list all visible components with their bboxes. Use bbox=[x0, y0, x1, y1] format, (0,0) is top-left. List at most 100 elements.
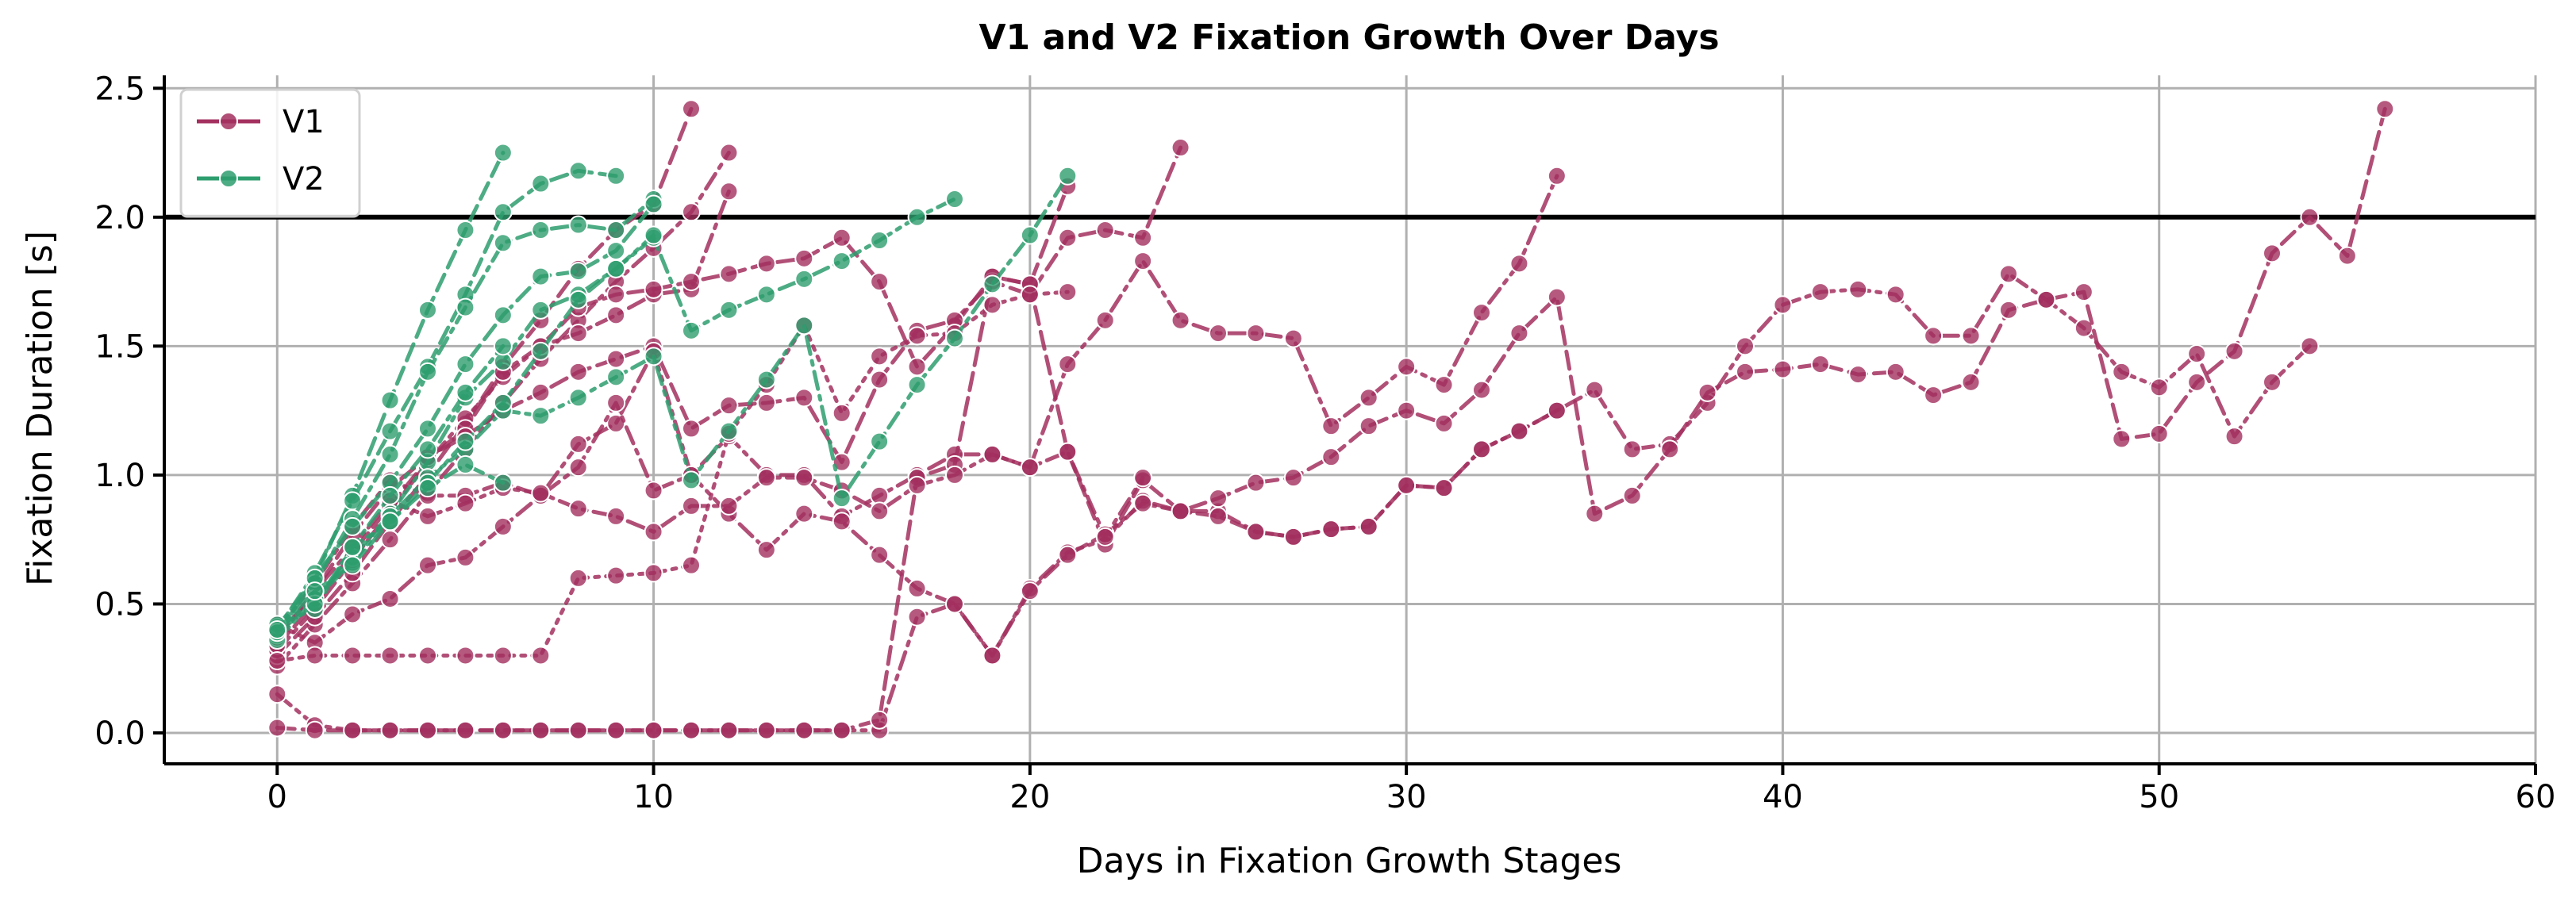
data-point bbox=[380, 530, 400, 550]
data-point bbox=[343, 516, 363, 536]
data-point bbox=[606, 305, 626, 325]
data-point bbox=[343, 555, 363, 575]
legend-entry-v2: V2 bbox=[197, 161, 325, 198]
data-point bbox=[2112, 362, 2132, 382]
data-point bbox=[1472, 380, 1491, 400]
data-point bbox=[531, 646, 551, 665]
data-point bbox=[2149, 378, 2169, 397]
data-point bbox=[832, 720, 852, 740]
data-point bbox=[493, 202, 513, 222]
data-point bbox=[644, 279, 663, 299]
data-point bbox=[1622, 439, 1642, 459]
data-point bbox=[719, 143, 739, 163]
x-tick-label: 30 bbox=[1386, 779, 1427, 815]
data-point bbox=[606, 166, 626, 186]
data-point bbox=[832, 403, 852, 423]
data-point bbox=[1133, 228, 1153, 247]
series-layer bbox=[267, 99, 2395, 740]
data-point bbox=[945, 465, 964, 485]
data-point bbox=[756, 285, 776, 305]
data-point bbox=[2300, 336, 2320, 356]
data-point bbox=[644, 720, 663, 740]
data-point bbox=[1321, 416, 1341, 436]
data-point bbox=[1924, 326, 1944, 346]
data-point bbox=[305, 720, 325, 740]
data-point bbox=[832, 251, 852, 271]
data-point bbox=[418, 478, 437, 498]
data-point bbox=[1133, 251, 1153, 271]
series-line bbox=[275, 168, 618, 632]
data-point bbox=[756, 540, 776, 560]
data-point bbox=[606, 285, 626, 305]
data-point bbox=[1171, 138, 1190, 158]
data-point bbox=[870, 501, 890, 521]
data-point bbox=[1095, 310, 1115, 330]
data-point bbox=[606, 349, 626, 369]
y-axis-label: Fixation Duration [s] bbox=[20, 231, 60, 586]
data-point bbox=[1547, 166, 1567, 186]
data-point bbox=[644, 347, 663, 366]
data-point bbox=[1058, 166, 1078, 186]
data-point bbox=[568, 290, 588, 309]
data-point bbox=[982, 274, 1002, 294]
data-point bbox=[456, 454, 475, 474]
data-point bbox=[982, 646, 1002, 665]
data-point bbox=[493, 143, 513, 163]
data-point bbox=[531, 483, 551, 503]
data-point bbox=[380, 720, 400, 740]
data-point bbox=[1246, 473, 1266, 493]
axes bbox=[153, 75, 2537, 775]
data-point bbox=[568, 720, 588, 740]
data-point bbox=[1171, 501, 1190, 521]
data-point bbox=[2263, 244, 2282, 263]
data-point bbox=[2224, 341, 2244, 361]
y-tick-label: 0.5 bbox=[94, 586, 145, 623]
data-point bbox=[456, 547, 475, 567]
data-point bbox=[1472, 439, 1491, 459]
data-point bbox=[1961, 326, 1981, 346]
data-point bbox=[418, 646, 437, 665]
data-point bbox=[568, 458, 588, 478]
data-point bbox=[493, 720, 513, 740]
y-tick-label: 1.0 bbox=[94, 458, 145, 494]
data-point bbox=[531, 720, 551, 740]
data-point bbox=[1810, 355, 1830, 374]
data-point bbox=[982, 295, 1002, 315]
legend-box bbox=[179, 88, 361, 218]
data-point bbox=[1660, 439, 1680, 459]
data-point bbox=[456, 382, 475, 402]
data-point bbox=[832, 228, 852, 247]
series-line bbox=[275, 450, 1145, 640]
data-point bbox=[907, 375, 927, 395]
data-point bbox=[380, 421, 400, 441]
data-point bbox=[568, 568, 588, 588]
data-point bbox=[493, 305, 513, 325]
data-point bbox=[832, 489, 852, 508]
data-point bbox=[418, 362, 437, 382]
data-point bbox=[682, 320, 701, 340]
data-point bbox=[794, 269, 814, 289]
data-point bbox=[907, 607, 927, 627]
data-point bbox=[1585, 504, 1605, 524]
grid bbox=[164, 75, 2537, 764]
data-point bbox=[682, 555, 701, 575]
data-point bbox=[606, 367, 626, 387]
x-axis-label: Days in Fixation Growth Stages bbox=[1077, 841, 1622, 881]
data-point bbox=[719, 300, 739, 320]
data-point bbox=[418, 419, 437, 439]
data-point bbox=[1773, 295, 1793, 315]
series-line bbox=[275, 184, 1070, 647]
data-point bbox=[870, 710, 890, 730]
data-point bbox=[493, 516, 513, 536]
series-line bbox=[275, 174, 1559, 632]
data-point bbox=[1397, 357, 1417, 377]
data-point bbox=[1020, 285, 1040, 305]
data-point bbox=[907, 207, 927, 227]
data-point bbox=[719, 496, 739, 516]
legend-marker bbox=[219, 112, 238, 131]
data-point bbox=[945, 328, 964, 348]
data-point bbox=[1133, 468, 1153, 488]
data-point bbox=[456, 431, 475, 451]
data-point bbox=[1095, 527, 1115, 547]
